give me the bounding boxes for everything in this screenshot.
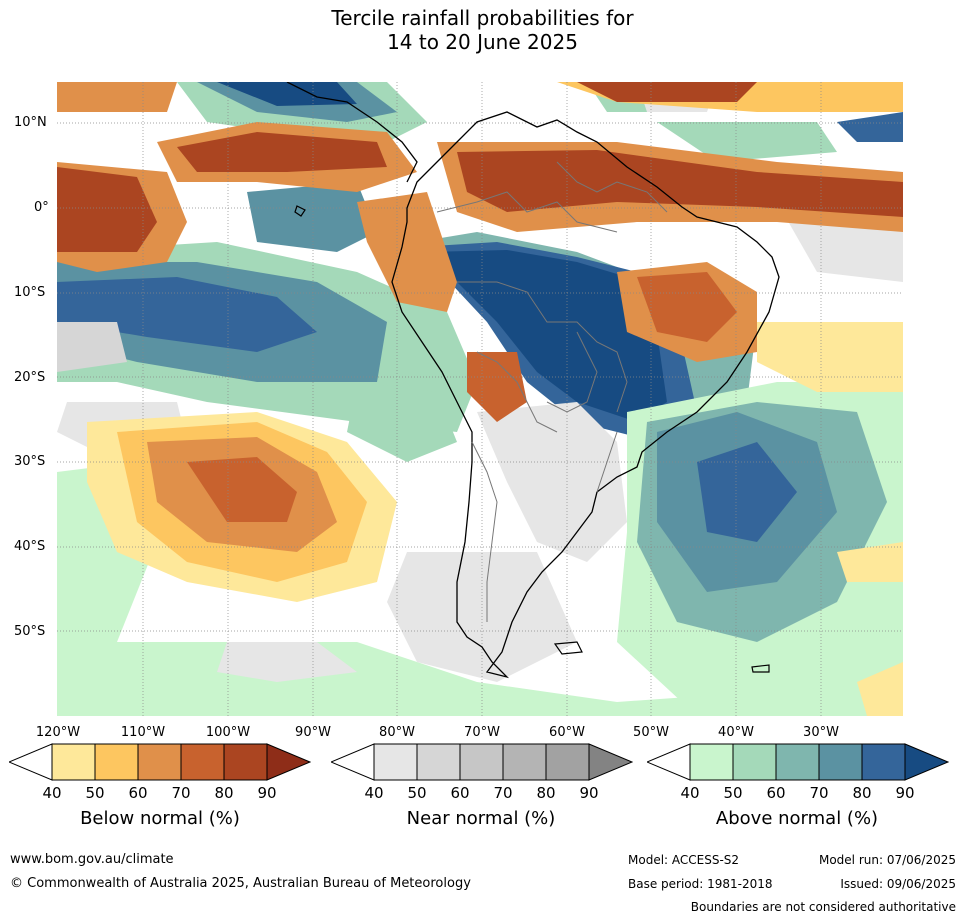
colorbar-above-tick: 70 [809,784,829,802]
colorbar-above-normal [647,743,949,781]
colorbar-below-tick: 40 [42,784,62,802]
lon-label-120w: 120°W [35,725,81,740]
lat-label-50s: 50°S [14,624,46,639]
lon-label-60w: 60°W [549,725,585,740]
lon-label-100w: 100°W [205,725,251,740]
lon-label-50w: 50°W [633,725,669,740]
colorbar-near-tick: 50 [407,784,427,802]
footer-model: Model: ACCESS-S2 [628,853,740,867]
colorbar-above-swatch-5 [861,743,906,781]
colorbar-above-swatch-2 [732,743,777,781]
colorbar-below-swatch-5 [223,743,268,781]
colorbar-below-ticks: 40 50 60 70 80 90 [9,784,311,802]
colorbar-near-tick: 60 [450,784,470,802]
colorbar-near-swatch-5 [545,743,590,781]
lat-label-10n: 10°N [14,115,47,130]
colorbar-near-max-arrow [588,743,633,781]
colorbar-above-max-arrow [904,743,949,781]
footer-issued: Issued: 09/06/2025 [840,877,956,891]
colorbar-above-tick: 90 [895,784,915,802]
colorbar-above-tick: 80 [852,784,872,802]
colorbar-near-tick: 70 [493,784,513,802]
lon-label-90w: 90°W [295,725,331,740]
footer-model-run: Model run: 07/06/2025 [818,853,956,867]
colorbar-below-tick: 70 [171,784,191,802]
lon-label-70w: 70°W [464,725,500,740]
colorbar-near-tick: 80 [536,784,556,802]
colorbar-below-tick: 50 [85,784,105,802]
colorbar-near-ticks: 40 50 60 70 80 90 [331,784,633,802]
colorbar-near-normal [331,743,633,781]
colorbar-above-tick: 60 [766,784,786,802]
colorbar-below-tick: 90 [257,784,277,802]
rainfall-probability-map [57,82,903,716]
colorbar-above-ticks: 40 50 60 70 80 90 [647,784,949,802]
colorbar-below-max-arrow [266,743,311,781]
lat-label-10s: 10°S [14,285,46,300]
graticule [57,82,903,716]
lon-label-110w: 110°W [120,725,166,740]
colorbar-near-swatch-1 [373,743,418,781]
colorbar-near-tick: 90 [579,784,599,802]
colorbar-below-swatch-3 [137,743,182,781]
lat-label-20s: 20°S [14,370,46,385]
colorbar-near-label: Near normal (%) [406,808,556,829]
map-title-line2: 14 to 20 June 2025 [387,30,578,54]
colorbar-below-normal [9,743,311,781]
colorbar-below-swatch-4 [180,743,225,781]
lon-label-40w: 40°W [718,725,754,740]
colorbar-below-tick: 60 [128,784,148,802]
colorbar-above-min-arrow [647,743,691,781]
lat-label-0: 0° [34,200,49,215]
footer-copyright: © Commonwealth of Australia 2025, Austra… [10,876,471,891]
central-america-coastline [286,82,418,183]
colorbar-below-swatch-2 [94,743,139,781]
colorbar-near-swatch-4 [502,743,547,781]
colorbar-below-tick: 80 [214,784,234,802]
footer-base-period: Base period: 1981-2018 [628,877,773,891]
lon-label-80w: 80°W [379,725,415,740]
colorbar-near-swatch-3 [459,743,504,781]
colorbar-below-label: Below normal (%) [80,808,240,829]
lon-label-30w: 30°W [803,725,839,740]
colorbar-above-swatch-3 [775,743,820,781]
lat-label-30s: 30°S [14,454,46,469]
islands [294,205,770,673]
colorbar-near-tick: 40 [364,784,384,802]
colorbar-above-tick: 50 [723,784,743,802]
colorbar-below-min-arrow [9,743,53,781]
country-borders [436,161,668,622]
colorbar-below-swatch-1 [51,743,96,781]
colorbar-near-min-arrow [331,743,375,781]
below-normal-regions [57,82,903,716]
map-title-line1: Tercile rainfall probabilities for [331,6,634,30]
footer-website: www.bom.gov.au/climate [10,852,174,867]
colorbar-above-swatch-1 [689,743,734,781]
colorbar-above-label: Above normal (%) [715,808,879,829]
footer-disclaimer: Boundaries are not considered authoritat… [690,900,956,914]
colorbar-above-swatch-4 [818,743,863,781]
colorbar-above-tick: 40 [680,784,700,802]
lat-label-40s: 40°S [14,539,46,554]
colorbar-near-swatch-2 [416,743,461,781]
